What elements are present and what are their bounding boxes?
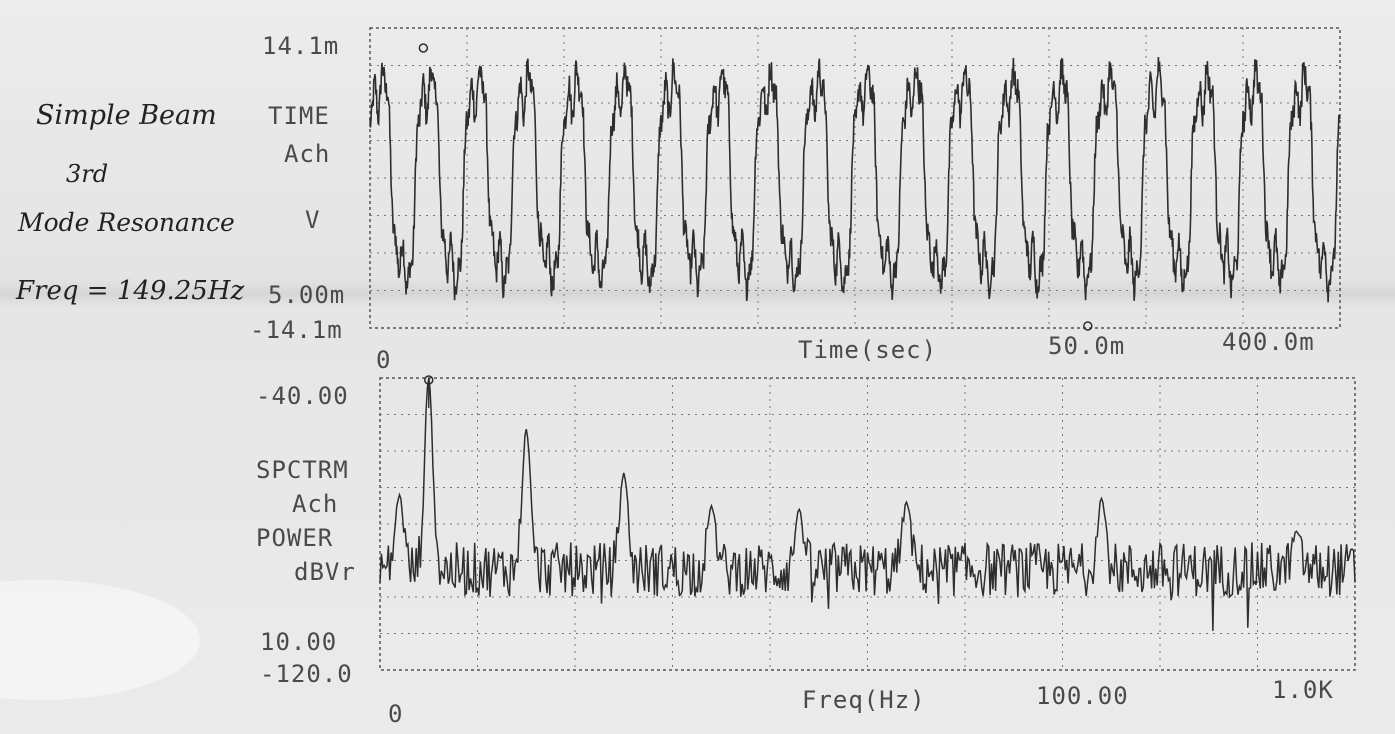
time-channel-label: TIME	[268, 102, 330, 130]
time-x-start-label: 0	[376, 346, 392, 374]
time-x-end-label: 400.0m	[1222, 328, 1315, 356]
note-frequency: Freq = 149.25Hz	[16, 276, 245, 306]
time-cursor-marker	[1083, 321, 1093, 331]
time-y-scale-label: 5.00m	[268, 281, 346, 309]
spec-y-top-label: -40.00	[256, 382, 349, 410]
spec-channel-label: Ach	[292, 490, 339, 518]
spec-unit-label: dBVr	[294, 558, 356, 586]
time-y-top-label: 14.1m	[262, 32, 340, 60]
note-title: Simple Beam	[36, 100, 217, 131]
time-peak-marker	[418, 43, 429, 53]
spec-power-label: POWER	[256, 524, 334, 552]
note-mode-number: 3rd	[66, 160, 109, 188]
spectrum-trace	[379, 377, 1356, 631]
time-x-marker-label: 50.0m	[1048, 332, 1126, 360]
spec-x-start-label: 0	[388, 700, 404, 728]
time-unit-label: V	[305, 206, 321, 234]
spec-y-scale-label: 10.00	[260, 628, 338, 656]
spec-x-end-label: 1.0K	[1272, 676, 1334, 704]
spec-y-bottom-label: -120.0	[260, 660, 353, 688]
spec-channel-label: SPCTRM	[256, 456, 349, 484]
time-x-axis-title: Time(sec)	[798, 336, 938, 364]
spec-x-axis-title: Freq(Hz)	[802, 686, 926, 714]
spec-x-scale-label: 100.00	[1036, 682, 1129, 710]
note-mode-resonance: Mode Resonance	[18, 208, 235, 237]
copy-smudge	[0, 580, 200, 700]
time-channel-label: Ach	[284, 140, 331, 168]
time-waveform	[369, 56, 1341, 303]
time-y-bottom-label: -14.1m	[250, 316, 343, 344]
